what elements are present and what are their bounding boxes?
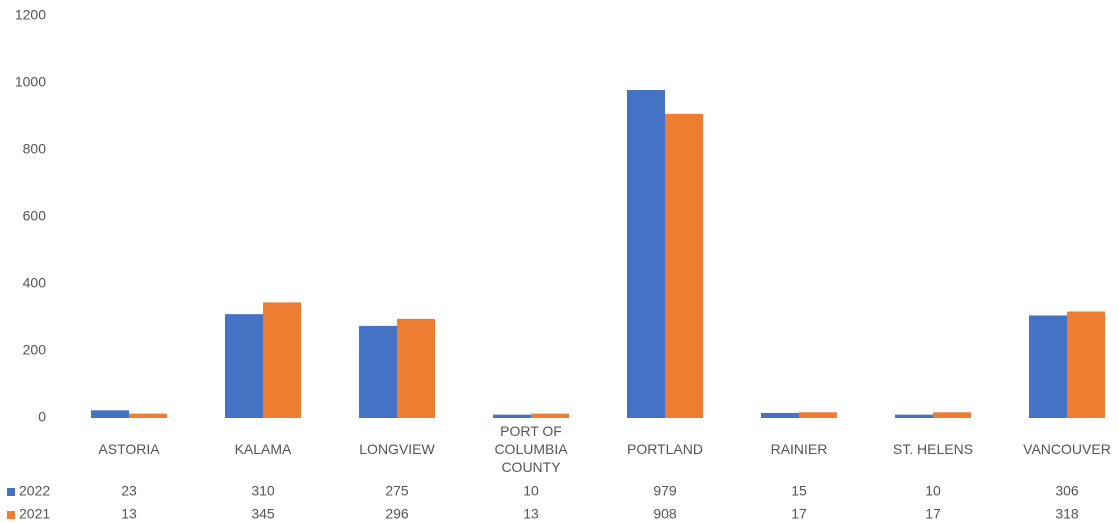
- table-value: 296: [385, 506, 409, 522]
- bar: [1067, 311, 1105, 418]
- table-value: 310: [251, 483, 275, 499]
- bar: [263, 302, 301, 418]
- bar: [531, 413, 569, 418]
- legend-swatch: [7, 488, 15, 496]
- table-value: 17: [925, 506, 941, 522]
- bar: [895, 414, 933, 418]
- table-value: 13: [121, 506, 137, 522]
- y-tick-label: 1000: [15, 74, 46, 90]
- bar: [799, 412, 837, 418]
- bar: [397, 318, 435, 418]
- y-tick-label: 800: [23, 141, 47, 157]
- bar: [933, 412, 971, 418]
- x-tick-label: PORTLAND: [627, 441, 703, 457]
- table-value: 306: [1055, 483, 1079, 499]
- bar: [665, 113, 703, 418]
- table-value: 275: [385, 483, 409, 499]
- legend-label: 2022: [19, 483, 50, 499]
- x-tick-label: KALAMA: [234, 441, 292, 457]
- bar: [359, 325, 397, 418]
- table-value: 908: [653, 506, 677, 522]
- y-tick-label: 1200: [15, 7, 46, 23]
- bar: [91, 410, 129, 418]
- x-tick-label: ST. HELENS: [892, 441, 974, 457]
- y-tick-label: 0: [38, 409, 46, 425]
- bar: [761, 412, 799, 418]
- table-value: 23: [121, 483, 137, 499]
- table-value: 15: [791, 483, 807, 499]
- y-tick-label: 600: [23, 208, 47, 224]
- table-value: 345: [251, 506, 275, 522]
- x-tick-label: ASTORIA: [98, 441, 160, 457]
- table-value: 10: [925, 483, 941, 499]
- x-tick-label: PORT OF COLUMBIA COUNTY: [494, 423, 568, 475]
- legend-label: 2021: [19, 506, 50, 522]
- y-tick-label: 200: [23, 342, 47, 358]
- table-value: 979: [653, 483, 677, 499]
- bar: [493, 414, 531, 418]
- y-tick-label: 400: [23, 275, 47, 291]
- bar: [129, 413, 167, 418]
- legend-swatch: [7, 511, 15, 519]
- bar: [1029, 315, 1067, 418]
- bar: [627, 90, 665, 418]
- table-value: 318: [1055, 506, 1079, 522]
- x-tick-label: RAINIER: [770, 441, 828, 457]
- table-value: 13: [523, 506, 539, 522]
- x-tick-label: LONGVIEW: [359, 441, 435, 457]
- table-value: 10: [523, 483, 539, 499]
- bar: [225, 314, 263, 418]
- table-value: 17: [791, 506, 807, 522]
- x-tick-label: VANCOUVER: [1023, 441, 1111, 457]
